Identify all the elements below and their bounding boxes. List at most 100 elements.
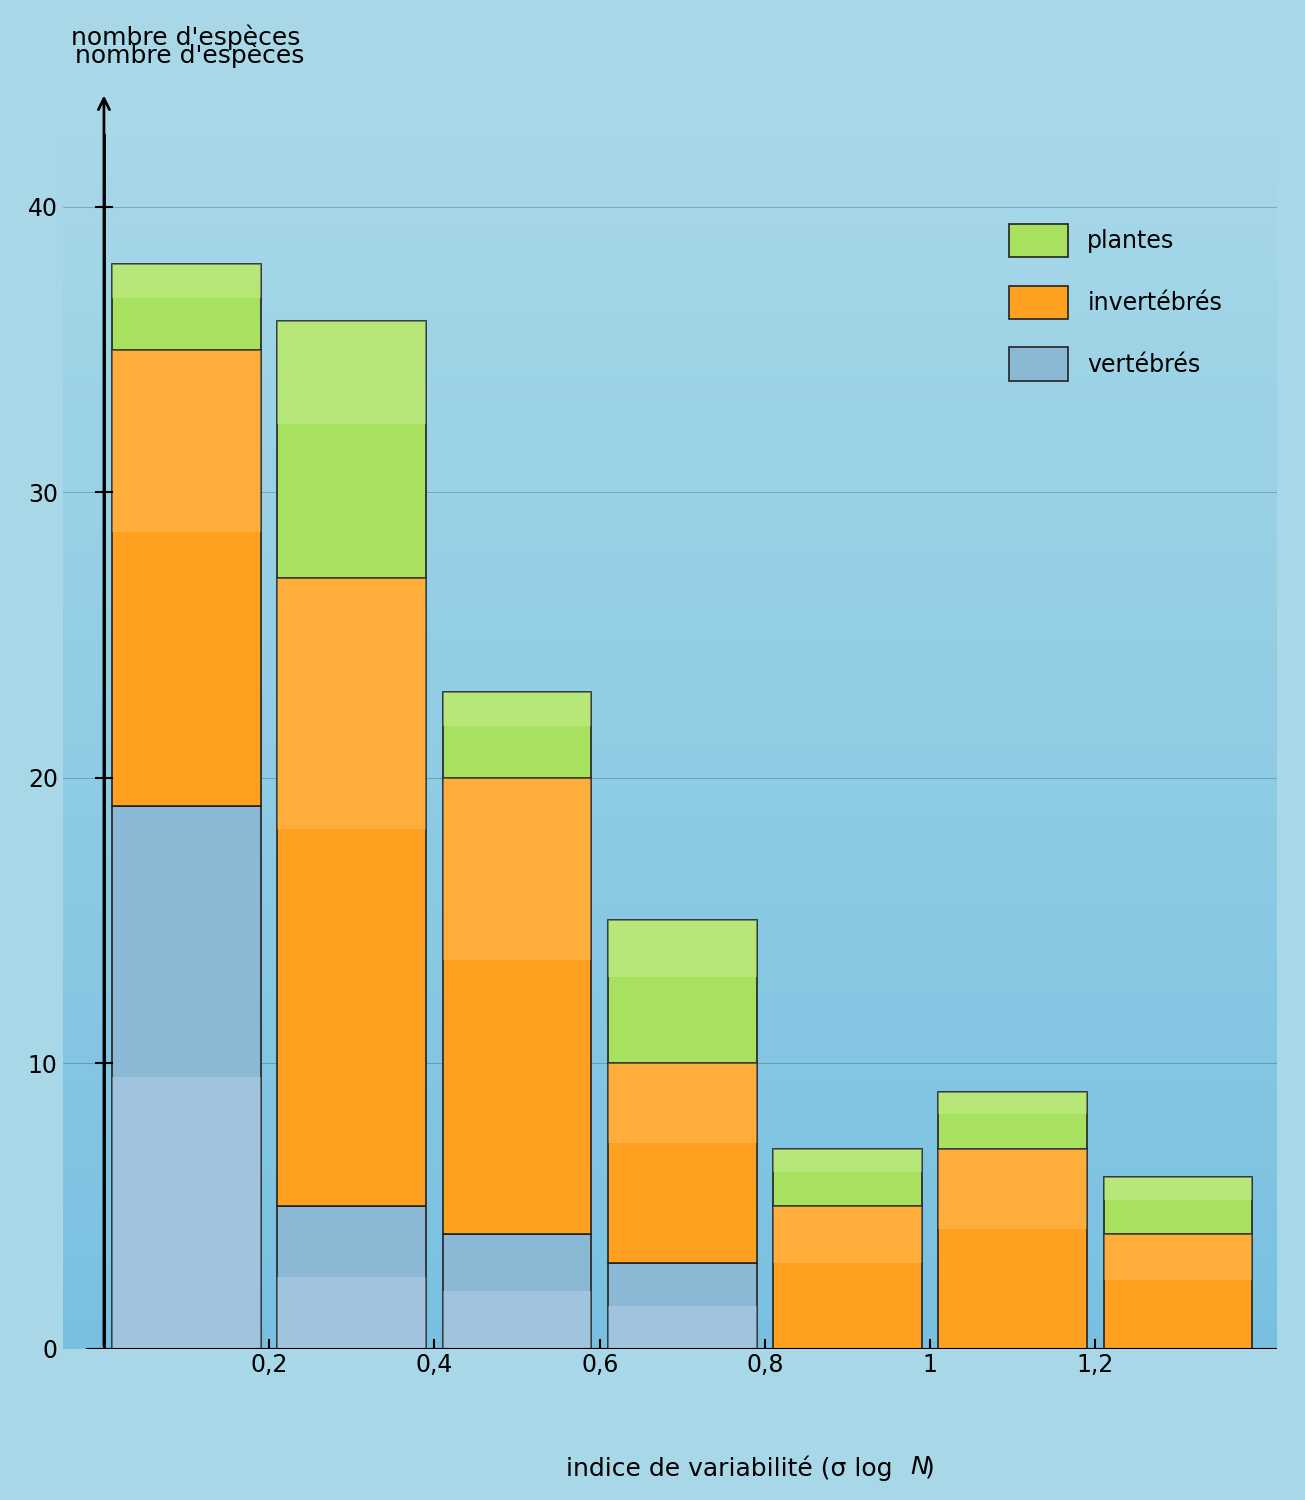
Bar xyxy=(63,369,1278,381)
Bar xyxy=(63,783,1278,796)
Bar xyxy=(63,1299,1278,1311)
Bar xyxy=(63,1323,1278,1336)
Bar xyxy=(63,759,1278,771)
Bar xyxy=(608,1305,757,1348)
Bar xyxy=(63,532,1278,544)
Bar xyxy=(63,1210,1278,1222)
Bar xyxy=(63,608,1278,619)
Bar xyxy=(63,519,1278,532)
Bar xyxy=(112,350,261,532)
Bar xyxy=(608,921,757,978)
Bar xyxy=(63,1035,1278,1047)
Bar xyxy=(938,1149,1087,1348)
Text: N: N xyxy=(911,1455,929,1479)
Text: indice de variabilité (σ log: indice de variabilité (σ log xyxy=(566,1455,900,1480)
Bar xyxy=(63,332,1278,344)
Bar xyxy=(112,1077,261,1348)
Bar xyxy=(608,921,757,1064)
Bar xyxy=(63,1336,1278,1348)
Bar xyxy=(63,93,1278,105)
Bar xyxy=(63,596,1278,608)
Bar xyxy=(63,280,1278,294)
Bar xyxy=(63,1098,1278,1110)
Bar xyxy=(63,194,1278,206)
Bar xyxy=(63,645,1278,658)
Bar xyxy=(63,432,1278,444)
Bar xyxy=(63,834,1278,846)
Bar xyxy=(278,578,427,830)
Bar xyxy=(63,1173,1278,1185)
Bar xyxy=(112,264,261,298)
Bar xyxy=(773,1206,921,1348)
Bar xyxy=(112,350,261,806)
Bar xyxy=(63,180,1278,194)
Bar xyxy=(773,1149,921,1206)
Bar xyxy=(63,998,1278,1010)
Bar xyxy=(63,406,1278,418)
Bar xyxy=(63,318,1278,332)
Bar xyxy=(63,507,1278,519)
Bar xyxy=(63,243,1278,256)
Bar xyxy=(63,470,1278,482)
Bar xyxy=(63,934,1278,946)
Bar xyxy=(63,1286,1278,1299)
Bar xyxy=(63,921,1278,934)
Bar xyxy=(63,458,1278,470)
Bar xyxy=(63,720,1278,734)
Bar xyxy=(112,806,261,1348)
Bar xyxy=(63,1260,1278,1274)
Bar xyxy=(278,321,427,424)
Bar xyxy=(63,217,1278,231)
Bar xyxy=(63,1274,1278,1286)
Bar xyxy=(608,1064,757,1263)
Bar xyxy=(63,1222,1278,1236)
Bar xyxy=(1104,1178,1253,1200)
Bar xyxy=(63,105,1278,118)
Bar xyxy=(63,206,1278,218)
Bar xyxy=(63,1185,1278,1198)
Bar xyxy=(63,419,1278,432)
Bar xyxy=(63,130,1278,142)
Bar xyxy=(63,734,1278,746)
Bar xyxy=(938,1092,1087,1114)
Bar xyxy=(773,1149,921,1172)
Bar xyxy=(63,482,1278,495)
Bar xyxy=(63,1198,1278,1210)
Bar xyxy=(63,846,1278,858)
Bar xyxy=(63,682,1278,696)
Bar xyxy=(278,321,427,578)
Bar xyxy=(442,692,591,726)
Bar xyxy=(442,1234,591,1348)
Bar xyxy=(63,746,1278,759)
Bar xyxy=(63,821,1278,834)
Bar xyxy=(63,984,1278,998)
Bar xyxy=(63,1110,1278,1122)
Bar xyxy=(63,1248,1278,1260)
Bar xyxy=(63,544,1278,558)
Bar xyxy=(278,1206,427,1348)
Bar xyxy=(938,1149,1087,1228)
Bar xyxy=(442,1292,591,1348)
Bar xyxy=(63,582,1278,596)
Bar xyxy=(63,1311,1278,1323)
Bar xyxy=(63,1059,1278,1072)
Bar xyxy=(63,708,1278,720)
Bar xyxy=(63,444,1278,458)
Bar xyxy=(63,495,1278,507)
Text: nombre d'espèces: nombre d'espèces xyxy=(70,24,300,50)
Bar xyxy=(63,884,1278,897)
Bar xyxy=(63,658,1278,670)
Bar xyxy=(63,771,1278,783)
Text: ): ) xyxy=(925,1455,934,1479)
Bar xyxy=(63,357,1278,369)
Bar xyxy=(63,808,1278,820)
Bar xyxy=(63,118,1278,130)
Bar xyxy=(63,1072,1278,1084)
Bar xyxy=(63,897,1278,909)
Bar xyxy=(63,570,1278,582)
Bar xyxy=(63,1148,1278,1160)
Bar xyxy=(63,1084,1278,1098)
Bar xyxy=(63,1047,1278,1059)
Bar xyxy=(1104,1178,1253,1234)
Bar xyxy=(63,1236,1278,1248)
